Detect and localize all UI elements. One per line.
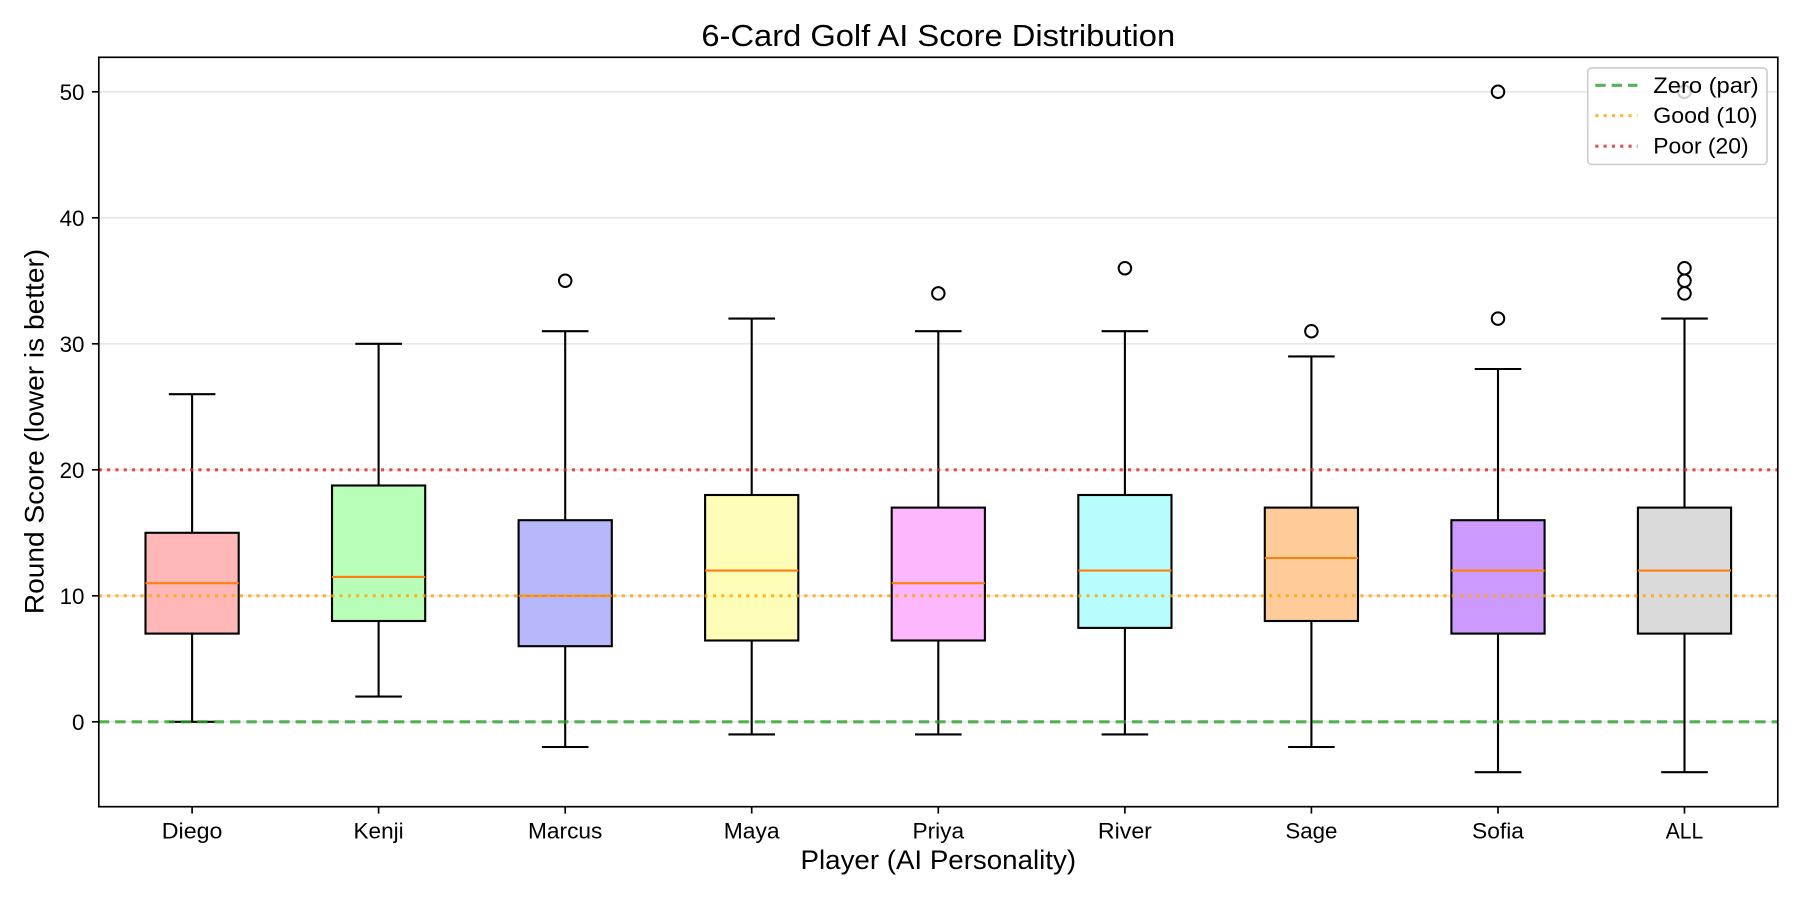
svg-text:20: 20 xyxy=(60,458,85,483)
svg-text:ALL: ALL xyxy=(1666,819,1704,844)
svg-text:Sage: Sage xyxy=(1285,819,1337,844)
svg-text:10: 10 xyxy=(60,584,85,609)
svg-text:Sofia: Sofia xyxy=(1472,819,1524,844)
svg-text:Round Score (lower is better): Round Score (lower is better) xyxy=(20,249,50,614)
svg-text:River: River xyxy=(1098,819,1153,844)
svg-text:Marcus: Marcus xyxy=(528,819,602,844)
svg-text:6-Card Golf AI Score Distribut: 6-Card Golf AI Score Distribution xyxy=(701,18,1175,53)
svg-text:Priya: Priya xyxy=(913,819,965,844)
svg-text:Player (AI Personality): Player (AI Personality) xyxy=(801,845,1077,875)
svg-text:Poor (20): Poor (20) xyxy=(1653,134,1748,159)
svg-text:50: 50 xyxy=(60,80,85,105)
svg-text:Zero (par): Zero (par) xyxy=(1653,73,1758,98)
svg-text:Good (10): Good (10) xyxy=(1653,103,1757,128)
svg-text:Diego: Diego xyxy=(162,819,223,844)
svg-text:Maya: Maya xyxy=(724,819,780,844)
svg-text:40: 40 xyxy=(60,206,85,231)
svg-text:30: 30 xyxy=(60,332,85,357)
svg-text:0: 0 xyxy=(72,710,84,735)
svg-text:Kenji: Kenji xyxy=(354,819,404,844)
